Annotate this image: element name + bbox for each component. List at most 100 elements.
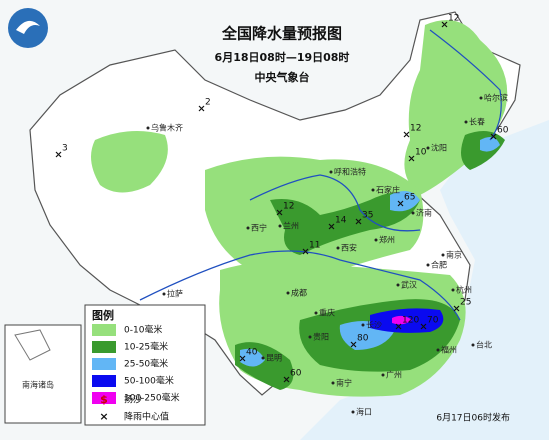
city-dot xyxy=(426,263,430,267)
city-dot xyxy=(278,224,282,228)
rain-center-marker xyxy=(453,305,460,312)
city-dot xyxy=(336,246,340,250)
rain-center-value: 12 xyxy=(410,124,421,134)
river xyxy=(429,29,502,141)
rain-center-value: 12 xyxy=(448,14,459,24)
rain-center-marker xyxy=(355,218,362,225)
rain-center-value: 65 xyxy=(404,193,415,203)
rain-area xyxy=(404,20,508,195)
inset-label: 南海诸岛 xyxy=(22,380,54,390)
legend-label: 10-25毫米 xyxy=(124,341,168,353)
rain-center-value: 35 xyxy=(362,211,373,221)
legend-label: 25-50毫米 xyxy=(124,358,168,370)
city-dot xyxy=(146,126,150,130)
city-label: 杭州 xyxy=(456,285,472,295)
city-dot xyxy=(381,373,385,377)
rain-center-marker xyxy=(55,151,62,158)
legend-label: 50-100毫米 xyxy=(124,375,174,387)
legend-label: 0-10毫米 xyxy=(124,324,162,336)
rain-center-marker xyxy=(395,323,402,330)
city-dot xyxy=(464,120,468,124)
rain-center-value: 14 xyxy=(335,216,347,226)
city-label: 哈尔滨 xyxy=(484,93,508,103)
city-dot xyxy=(261,356,265,360)
rain-center-marker xyxy=(276,209,283,216)
city-label: 拉萨 xyxy=(167,289,183,299)
inset-box xyxy=(4,324,82,424)
river xyxy=(249,174,421,232)
city-label: 西宁 xyxy=(251,223,267,233)
city-label: 长沙 xyxy=(366,320,382,330)
rain-center-marker xyxy=(239,355,246,362)
city-label: 长春 xyxy=(469,117,485,127)
city-label: 南京 xyxy=(446,250,462,260)
legend-symbol: $ xyxy=(100,393,108,406)
city-dot xyxy=(308,335,312,339)
city-label: 昆明 xyxy=(266,354,282,363)
legend-swatch xyxy=(92,324,116,336)
city-label: 南宁 xyxy=(336,378,352,388)
rain-center-value: 70 xyxy=(427,316,439,326)
sea xyxy=(300,120,549,440)
rain-center-value: 11 xyxy=(309,241,320,251)
title: 全国降水量预报图 xyxy=(221,25,342,43)
city-dot xyxy=(286,291,290,295)
rain-center-marker xyxy=(408,155,415,162)
logo-mark xyxy=(16,20,40,34)
rain-center-value: 40 xyxy=(246,348,258,358)
rain-area xyxy=(270,192,420,255)
rain-area xyxy=(91,131,168,193)
rain-center-marker xyxy=(328,223,335,230)
rain-area xyxy=(392,315,412,325)
rain-area xyxy=(480,136,500,152)
rain-center-marker xyxy=(283,376,290,383)
rain-center-value: 60 xyxy=(497,126,509,136)
city-label: 呼和浩特 xyxy=(334,167,366,177)
city-label: 武汉 xyxy=(401,280,417,290)
city-dot xyxy=(436,348,440,352)
period: 6月18日08时—19日08时 xyxy=(215,50,350,64)
rain-center-marker xyxy=(490,133,497,140)
city-label: 济南 xyxy=(416,208,432,218)
city-label: 乌鲁木齐 xyxy=(151,123,183,133)
city-dot xyxy=(451,288,455,292)
city-label: 广州 xyxy=(386,370,402,380)
city-dot xyxy=(246,226,250,230)
rain-center-marker xyxy=(441,21,448,28)
city-label: 海口 xyxy=(356,407,372,417)
city-dot xyxy=(331,381,335,385)
footer: 6月17日06时发布 xyxy=(436,412,510,424)
legend-swatch xyxy=(92,375,116,387)
legend-symbol: × xyxy=(99,410,108,423)
rain-center-value: 2 xyxy=(205,98,211,108)
rain-center-marker xyxy=(302,248,309,255)
rain-center-value: 12 xyxy=(283,202,294,212)
city-dot xyxy=(162,292,166,296)
city-label: 郑州 xyxy=(379,235,395,245)
city-dot xyxy=(411,211,415,215)
legend-label: 100-250毫米 xyxy=(124,392,180,404)
rain-area xyxy=(390,191,420,212)
city-dot xyxy=(426,146,430,150)
inset-coast xyxy=(14,329,51,361)
rain-center-marker xyxy=(397,200,404,207)
rain-center-value: 80 xyxy=(357,334,369,344)
legend-swatch xyxy=(92,341,116,353)
city-label: 沈阳 xyxy=(431,143,447,153)
legend-swatch xyxy=(92,358,116,370)
city-dot xyxy=(471,343,475,347)
rain-center-marker xyxy=(198,105,205,112)
issuer: 中央气象台 xyxy=(255,70,310,84)
city-dot xyxy=(371,188,375,192)
city-label: 石家庄 xyxy=(376,185,400,195)
rain-center-value: 10 xyxy=(415,148,427,158)
city-label: 贵阳 xyxy=(313,332,329,342)
rain-center-marker xyxy=(350,341,357,348)
city-dot xyxy=(441,253,445,257)
legend-label: 扬沙 xyxy=(124,394,142,406)
city-label: 成都 xyxy=(291,288,307,298)
rain-center-value: 120 xyxy=(402,316,419,326)
legend-swatch xyxy=(92,392,116,404)
rain-center-value: 3 xyxy=(62,144,68,154)
